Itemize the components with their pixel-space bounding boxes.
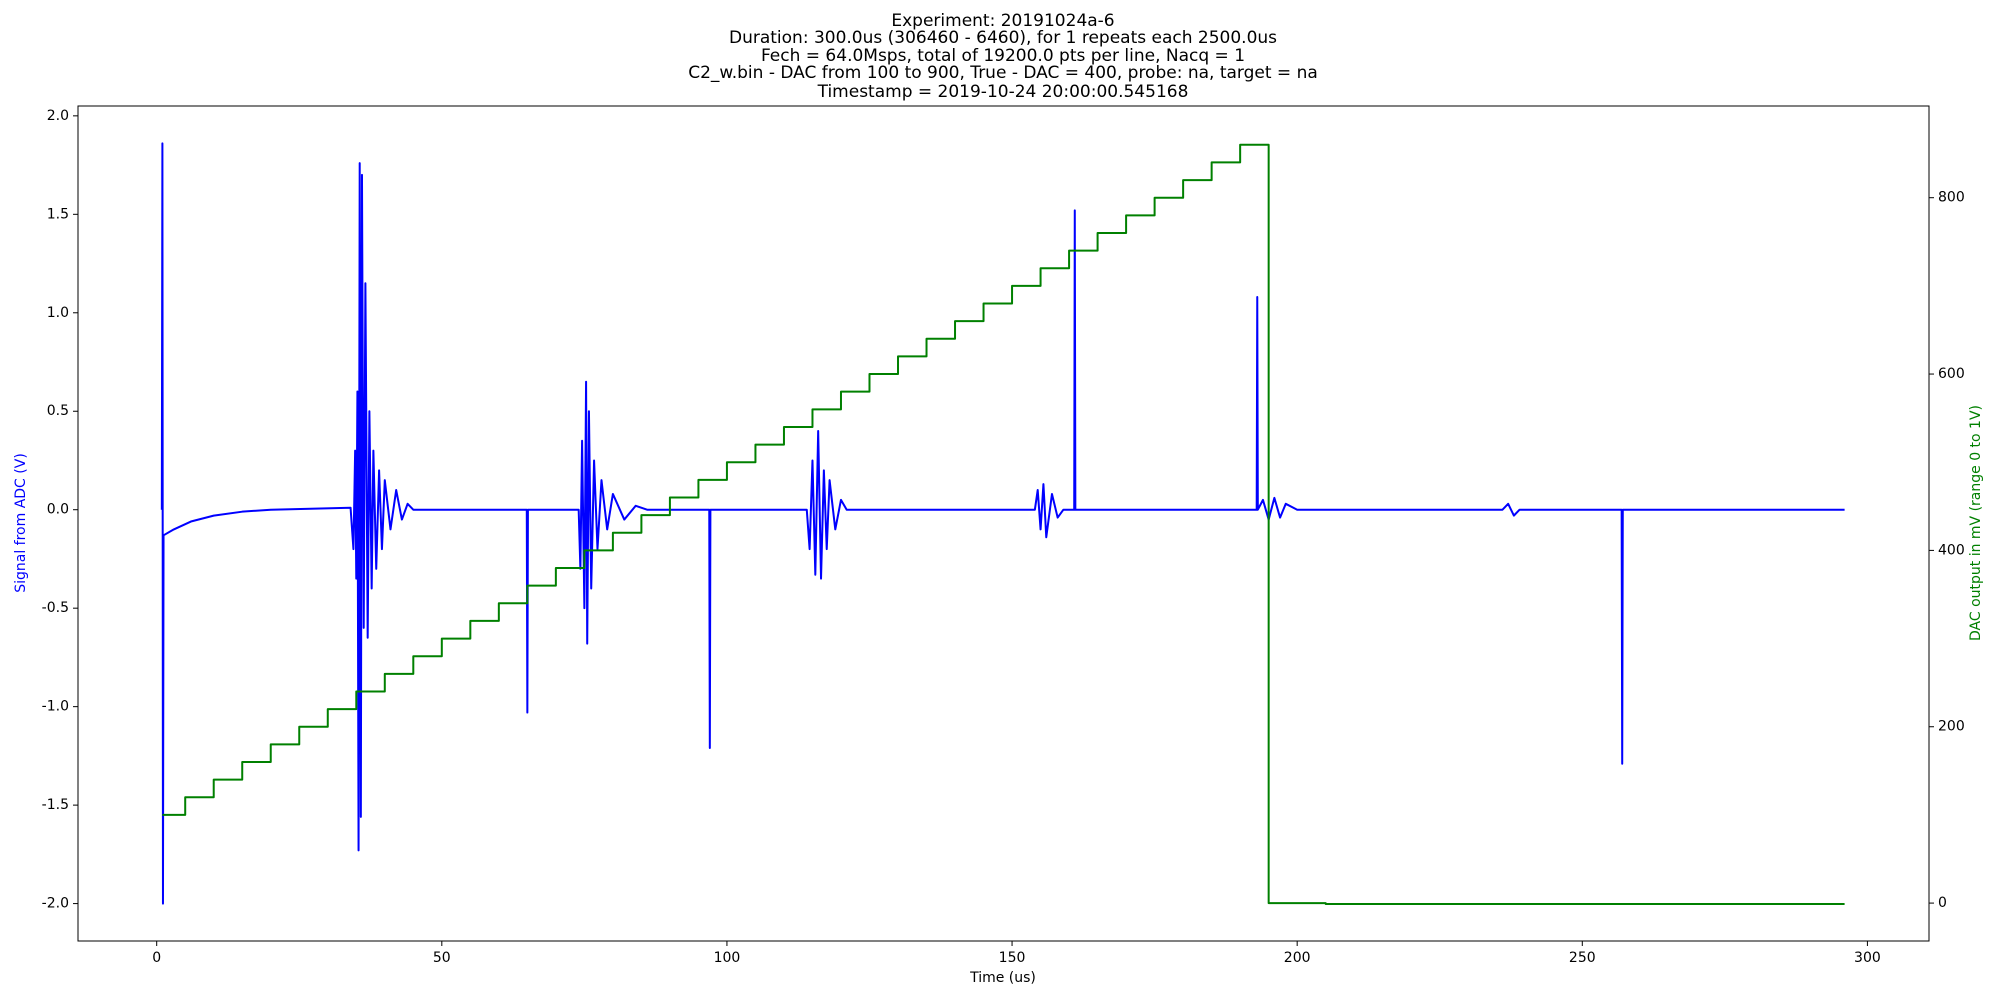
x-tick-label: 100 xyxy=(714,950,741,966)
y-tick-label: -0.5 xyxy=(42,600,69,616)
y-tick-label: 1.0 xyxy=(47,305,69,321)
y-tick-label: -2.0 xyxy=(42,896,69,912)
chart-title: Duration: 300.0us (306460 - 6460), for 1… xyxy=(729,28,1277,48)
y2-tick-label: 0 xyxy=(1938,895,1947,911)
y2-tick-label: 600 xyxy=(1938,366,1965,382)
y-tick-label: 1.5 xyxy=(47,206,69,222)
chart-title: Fech = 64.0Msps, total of 19200.0 pts pe… xyxy=(761,46,1245,66)
y-tick-label: 0.0 xyxy=(47,502,69,518)
x-tick-label: 0 xyxy=(152,950,161,966)
y2-axis-label: DAC output in mV (range 0 to 1V) xyxy=(1968,405,1984,641)
plot-frame xyxy=(77,105,1930,942)
chart-title: Timestamp = 2019-10-24 20:00:00.545168 xyxy=(817,82,1189,102)
y-tick-label: -1.5 xyxy=(42,797,69,813)
x-tick-label: 150 xyxy=(999,950,1026,966)
y-tick-label: -1.0 xyxy=(42,699,69,715)
y-tick-label: 0.5 xyxy=(47,403,69,419)
chart-title: Experiment: 20191024a-6 xyxy=(891,11,1114,31)
series-line xyxy=(160,142,1845,905)
x-axis-label: Time (us) xyxy=(969,970,1036,986)
y-axis-label: Signal from ADC (V) xyxy=(13,453,29,593)
chart-title: C2_w.bin - DAC from 100 to 900, True - D… xyxy=(688,63,1318,83)
y2-tick-label: 800 xyxy=(1938,190,1965,206)
y2-tick-label: 400 xyxy=(1938,542,1965,558)
series-line xyxy=(162,143,1845,905)
y2-tick-label: 200 xyxy=(1938,719,1965,735)
y-tick-label: 2.0 xyxy=(47,108,69,124)
x-tick-label: 50 xyxy=(433,950,451,966)
x-tick-label: 200 xyxy=(1284,950,1311,966)
x-tick-label: 300 xyxy=(1854,950,1881,966)
x-tick-label: 250 xyxy=(1569,950,1596,966)
